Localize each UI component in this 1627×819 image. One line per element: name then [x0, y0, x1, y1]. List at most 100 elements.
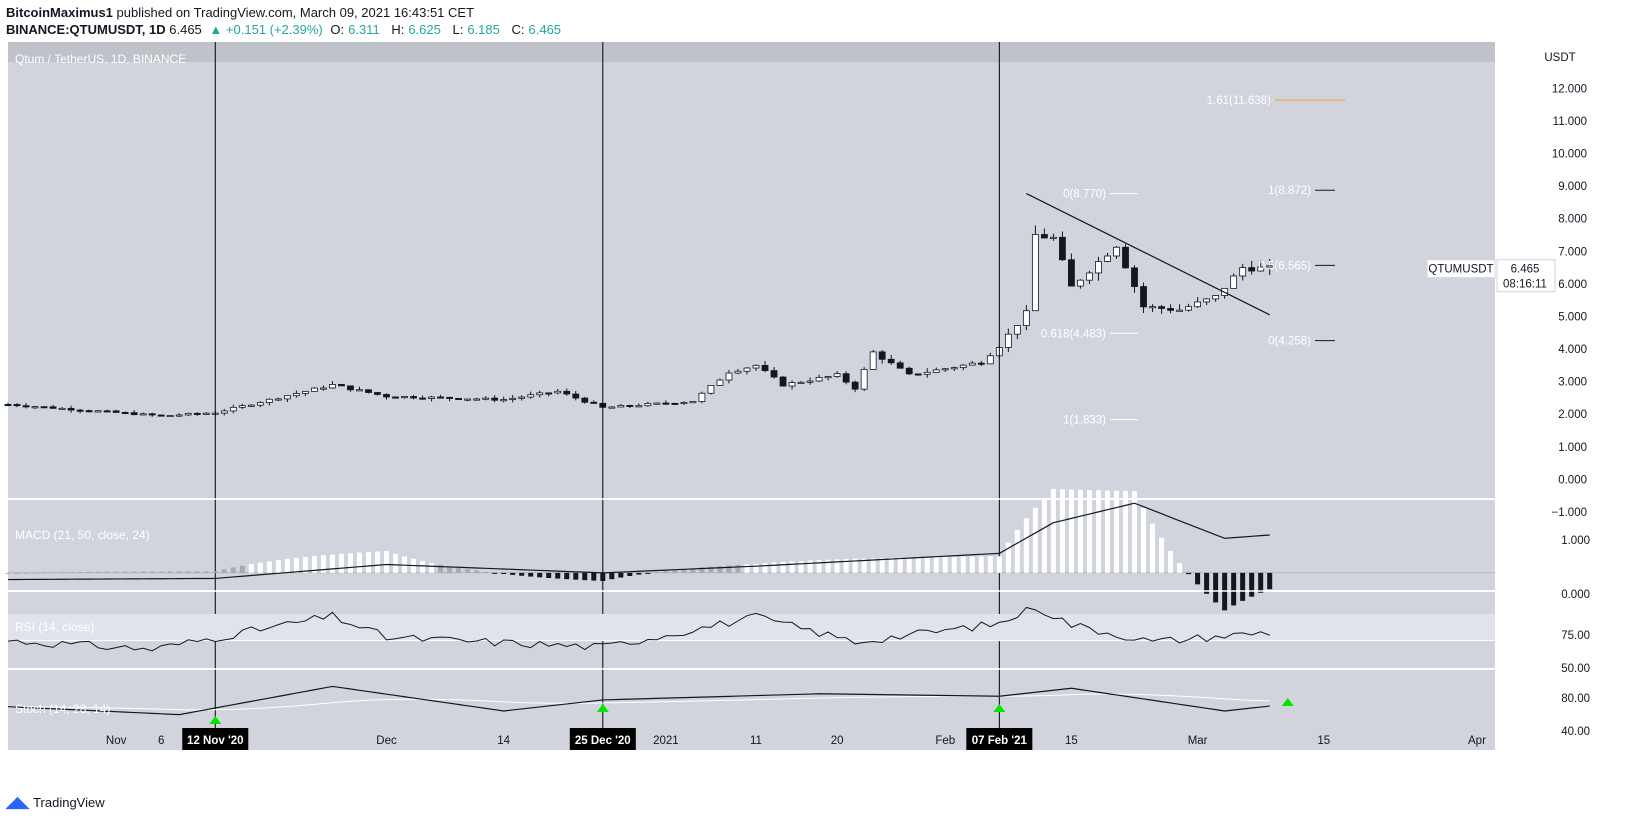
- macd-histogram-bar: [717, 566, 723, 573]
- currency-label: USDT: [1544, 52, 1575, 64]
- candle-down: [1167, 308, 1174, 311]
- candle-down: [770, 370, 778, 378]
- candle-down: [437, 396, 444, 399]
- price-tick-label: 9.000: [1558, 181, 1587, 193]
- stoch-d-line: [7, 693, 1270, 711]
- macd-histogram-bar: [347, 553, 353, 573]
- macd-histogram-bar: [528, 572, 534, 577]
- macd-histogram-bar: [879, 558, 885, 573]
- candle-up: [716, 379, 724, 386]
- stoch-tick-80: 80.00: [1561, 693, 1590, 705]
- macd-histogram-bar: [1023, 518, 1029, 573]
- candle-up: [356, 389, 363, 392]
- candle-down: [545, 392, 553, 395]
- candle-down: [779, 376, 787, 387]
- candle-up: [301, 390, 309, 394]
- candle-down: [1158, 306, 1165, 309]
- macd-histogram-bar: [329, 554, 335, 573]
- macd-tick-0: 0.000: [1561, 589, 1590, 601]
- candle-up: [94, 410, 102, 413]
- candle-down: [419, 397, 426, 400]
- date-marker-tag: [182, 728, 249, 750]
- time-axis-label: 2021: [653, 735, 679, 747]
- candle-up: [1022, 310, 1030, 327]
- candle-up: [220, 410, 228, 414]
- date-marker-label: 07 Feb '21: [972, 735, 1028, 747]
- macd-histogram-bar: [1095, 490, 1101, 573]
- ohlc-high: H: 6.625: [391, 22, 441, 37]
- candle-down: [112, 410, 120, 413]
- candle-down: [1059, 236, 1066, 261]
- candle-down: [851, 381, 859, 390]
- bar-countdown: 08:16:11: [1503, 279, 1547, 291]
- candle-up: [1095, 261, 1102, 274]
- candle-up: [292, 393, 300, 397]
- macd-histogram-bar: [1141, 507, 1147, 573]
- candle-up: [31, 406, 39, 409]
- candle-up: [689, 401, 697, 404]
- macd-histogram-bar: [275, 560, 281, 573]
- macd-histogram-bar: [699, 567, 705, 573]
- macd-histogram-bar: [978, 556, 984, 573]
- tradingview-logo-icon: ◢◣: [6, 794, 30, 811]
- candle-down: [13, 404, 21, 407]
- candle-up: [707, 385, 715, 394]
- time-axis-label: Dec: [376, 735, 397, 747]
- macd-histogram-bar: [825, 559, 831, 573]
- macd-histogram-bar: [519, 572, 525, 576]
- macd-histogram-bar: [537, 572, 543, 578]
- stoch-tick-40: 40.00: [1561, 726, 1590, 738]
- time-axis-label: Feb: [935, 735, 955, 747]
- macd-histogram-bar: [942, 556, 948, 573]
- macd-line: [7, 502, 1270, 581]
- author-name[interactable]: BitcoinMaximus1: [6, 5, 113, 20]
- candle-up: [518, 396, 526, 399]
- tradingview-footer[interactable]: ◢◣ TradingView: [6, 793, 105, 811]
- candle-up: [923, 371, 931, 375]
- macd-histogram-bar: [420, 560, 426, 573]
- candle-up: [184, 412, 192, 416]
- macd-histogram-bar: [1177, 563, 1183, 573]
- candle-up: [1203, 298, 1211, 303]
- candle-up: [428, 396, 435, 399]
- symbol-tag-label: QTUMUSDT: [1428, 264, 1493, 276]
- candle-up: [617, 404, 625, 408]
- candle-up: [139, 413, 147, 416]
- macd-histogram-bar: [474, 570, 480, 573]
- symbol-info[interactable]: BINANCE:QTUMUSDT, 1D: [6, 22, 166, 37]
- price-tick-label: 8.000: [1558, 214, 1587, 226]
- macd-histogram-bar: [176, 571, 182, 573]
- macd-histogram-bar: [14, 572, 20, 574]
- macd-histogram-bar: [573, 572, 579, 580]
- candle-up: [265, 398, 273, 403]
- candle-up: [238, 405, 246, 408]
- candle-up: [536, 392, 544, 396]
- macd-histogram-bar: [113, 571, 119, 573]
- time-axis-label: Nov: [106, 735, 127, 747]
- price-chart[interactable]: Qtum / TetherUS, 1D, BINANCE USDT 12.000…: [0, 0, 1627, 800]
- last-price-tag: [1496, 259, 1556, 293]
- macd-histogram-bar: [933, 556, 939, 573]
- brand-name: TradingView: [33, 794, 105, 810]
- candle-up: [320, 387, 327, 390]
- candle-down: [842, 373, 850, 383]
- candle-down: [347, 385, 354, 391]
- candle-up: [986, 355, 994, 365]
- ohlc-low: L: 6.185: [452, 22, 500, 37]
- macd-histogram-bar: [834, 559, 840, 573]
- candle-down: [1131, 267, 1138, 287]
- chart-header: BitcoinMaximus1 published on TradingView…: [6, 4, 569, 38]
- macd-histogram-bar: [1213, 572, 1219, 603]
- macd-histogram-bar: [609, 572, 615, 580]
- macd-histogram-bar: [59, 572, 65, 574]
- macd-histogram-bar: [888, 557, 894, 573]
- macd-histogram-bar: [384, 551, 390, 573]
- candle-up: [1077, 279, 1084, 287]
- candle-up: [680, 402, 688, 405]
- candle-down: [40, 406, 48, 409]
- macd-histogram-bar: [1050, 488, 1056, 573]
- candle-down: [365, 389, 372, 393]
- macd-histogram-bar: [212, 571, 218, 573]
- price-tick-label: 11.000: [1553, 116, 1587, 128]
- stoch-pane-bg: [8, 670, 1495, 728]
